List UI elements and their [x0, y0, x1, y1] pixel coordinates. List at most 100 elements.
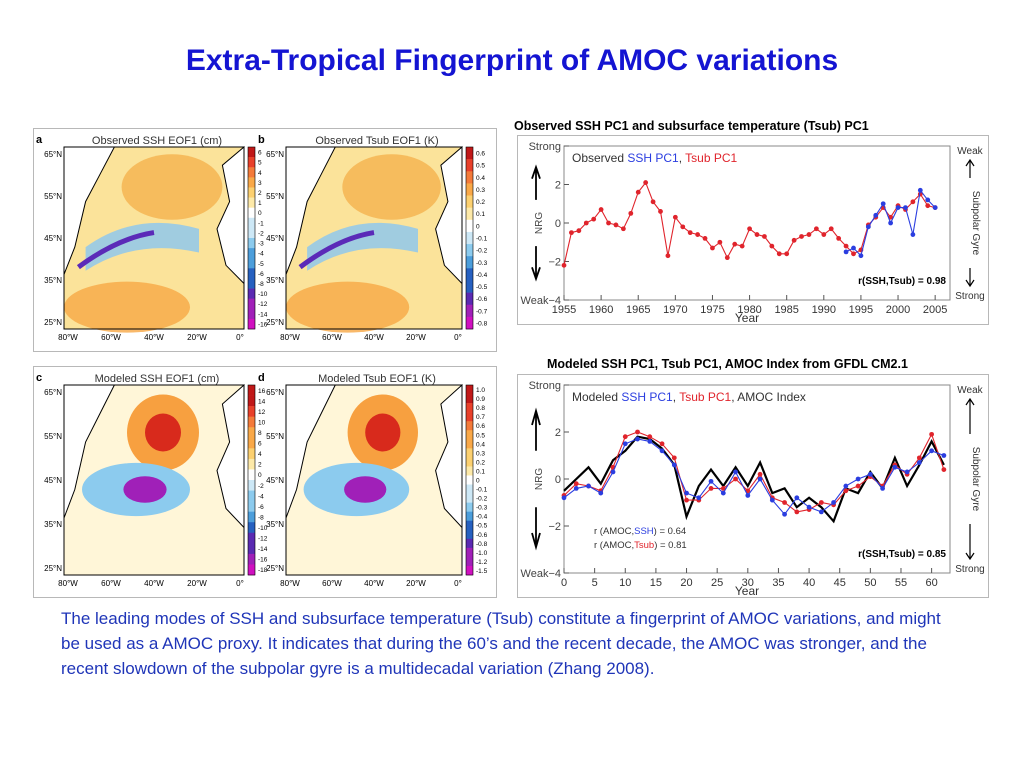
- colorbar-swatch: [466, 565, 473, 576]
- chart-svg: Weak−4 −2 0 2 Strong 0 5 10 15 20 25 30 35 40 45 50 55 60…: [521, 380, 985, 597]
- colorbar-tick: 4: [258, 451, 262, 458]
- x-tick-label: 60: [925, 577, 937, 589]
- data-point: [858, 253, 864, 259]
- data-point: [708, 486, 714, 491]
- map-b: Observed Tsub EOF1 (K) b65°N 55°N 45°N 35°N 2…: [258, 134, 488, 342]
- data-point: [831, 500, 836, 505]
- data-point: [782, 500, 787, 505]
- data-point: [843, 243, 849, 249]
- colorbar-swatch: [248, 469, 255, 481]
- data-point: [880, 486, 886, 491]
- right-arrow-down-icon: [965, 524, 975, 561]
- colorbar-swatch: [248, 258, 255, 269]
- data-point: [855, 476, 861, 482]
- colorbar-swatch: [466, 502, 473, 512]
- data-point: [635, 189, 641, 195]
- x-tick-label: 40: [803, 577, 815, 589]
- data-point: [867, 471, 873, 477]
- colorbar-swatch: [466, 171, 473, 184]
- colorbar-tick: -8: [258, 281, 264, 288]
- colorbar-tick: -4: [258, 493, 264, 500]
- y-tick-label: 0: [555, 474, 561, 486]
- data-point: [598, 490, 604, 496]
- colorbar-tick: -0.2: [476, 248, 488, 255]
- data-point: [561, 262, 567, 268]
- arrow-down-icon: [531, 246, 541, 282]
- data-point: [782, 511, 787, 517]
- lon-label: 60°W: [322, 333, 342, 342]
- map-a: Observed SSH EOF1 (cm) a65°N 55°N 45°N 35°N 2…: [36, 134, 268, 342]
- map-cool-core: [123, 476, 167, 503]
- colorbar-tick: -1.5: [476, 568, 488, 575]
- map-d: Modeled Tsub EOF1 (K) d65°N 55°N 45°N 35°N 25…: [258, 372, 488, 588]
- data-point: [724, 255, 730, 261]
- colorbar-swatch: [248, 248, 255, 259]
- x-axis-label: Year: [735, 584, 759, 597]
- correlation-annotation: r(SSH,Tsub) = 0.85: [858, 549, 946, 560]
- colorbar-tick: -0.8: [476, 320, 488, 327]
- map-title: Modeled Tsub EOF1 (K): [318, 373, 436, 385]
- colorbar-swatch: [248, 395, 255, 407]
- y-tick-label: −2: [548, 521, 561, 533]
- data-point: [591, 216, 597, 222]
- colorbar-tick: 0: [258, 472, 262, 479]
- x-tick-label: 1995: [849, 304, 873, 316]
- colorbar-swatch: [248, 217, 255, 229]
- colorbar-tick: 4: [258, 170, 262, 177]
- data-point: [929, 431, 935, 437]
- correlation-part: SSH: [634, 526, 654, 537]
- data-point: [720, 490, 726, 496]
- data-point: [610, 469, 616, 475]
- colorbar-swatch: [248, 207, 255, 219]
- data-point: [747, 226, 752, 232]
- data-point: [622, 441, 628, 447]
- map-letter: c: [36, 372, 42, 384]
- data-point: [836, 236, 842, 241]
- data-point: [880, 201, 886, 207]
- colorbar-swatch: [248, 448, 255, 460]
- lat-label: 45°N: [44, 234, 62, 243]
- data-point: [569, 230, 574, 236]
- colorbar-tick: 5: [258, 160, 262, 167]
- data-point: [828, 226, 834, 232]
- y-tick-label: Strong: [529, 141, 561, 153]
- arrow-up-icon: [531, 164, 541, 200]
- modeled-pc1-amoc-line-chart: Weak−4 −2 0 2 Strong 0 5 10 15 20 25 30 35 40 45 50 55 60…: [517, 374, 989, 598]
- data-point: [865, 224, 871, 230]
- data-point: [843, 488, 849, 494]
- data-point: [888, 220, 894, 226]
- data-point: [659, 448, 665, 454]
- colorbar-tick: -1: [258, 220, 264, 227]
- colorbar-tick: 0: [476, 478, 480, 485]
- x-tick-label: 5: [592, 577, 598, 589]
- colorbar-swatch: [466, 280, 473, 293]
- data-point: [892, 464, 898, 470]
- lon-label: 0°: [236, 579, 244, 588]
- colorbar-tick: 0: [476, 223, 480, 230]
- x-tick-label: 1960: [589, 304, 613, 316]
- data-point: [757, 471, 763, 477]
- colorbar-tick: 2: [258, 462, 262, 469]
- x-tick-label: 45: [834, 577, 846, 589]
- map-warm-patch-south: [286, 281, 410, 333]
- colorbar-frame: [247, 384, 256, 576]
- colorbar-tick: -0.6: [476, 532, 488, 539]
- legend-entry: SSH PC1: [627, 151, 679, 165]
- correlation-annotation: r(SSH,Tsub) = 0.98: [858, 276, 946, 287]
- data-point: [671, 455, 677, 461]
- lat-label: 65°N: [44, 388, 62, 397]
- lat-label: 35°N: [44, 276, 62, 285]
- data-point: [910, 199, 916, 205]
- colorbar-swatch: [248, 416, 255, 428]
- correlation-label: r (AMOC,SSH) = 0.64: [594, 526, 686, 537]
- colorbar-swatch: [466, 244, 473, 257]
- lat-label: 25°N: [44, 318, 62, 327]
- colorbar-swatch: [466, 207, 473, 221]
- x-tick-label: 10: [619, 577, 631, 589]
- right-axis-label: Subpolar Gyre: [970, 191, 981, 256]
- x-tick-label: 1990: [812, 304, 836, 316]
- colorbar-tick: -0.6: [476, 296, 488, 303]
- data-point: [754, 232, 760, 237]
- data-point: [696, 495, 702, 501]
- colorbar-swatch: [466, 403, 473, 413]
